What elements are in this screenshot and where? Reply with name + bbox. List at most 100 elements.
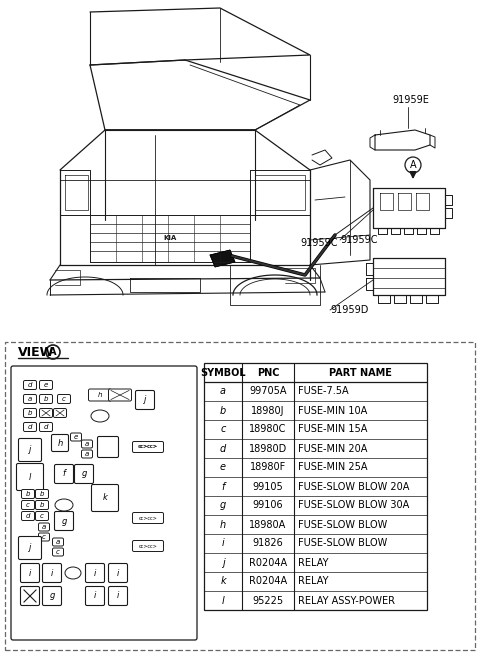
Text: 18980D: 18980D: [249, 443, 287, 453]
FancyBboxPatch shape: [71, 433, 82, 441]
FancyBboxPatch shape: [21, 586, 39, 605]
Text: c: c: [26, 502, 30, 508]
FancyBboxPatch shape: [11, 366, 197, 640]
Text: c: c: [42, 534, 46, 540]
FancyBboxPatch shape: [92, 485, 119, 512]
Text: h: h: [58, 438, 62, 447]
Text: PART NAME: PART NAME: [329, 367, 392, 377]
Text: VIEW: VIEW: [18, 346, 54, 358]
FancyBboxPatch shape: [38, 523, 49, 531]
Text: k: k: [220, 577, 226, 586]
Text: b: b: [44, 396, 48, 402]
Text: 18980F: 18980F: [250, 462, 286, 472]
Text: c: c: [220, 424, 226, 434]
FancyBboxPatch shape: [108, 389, 132, 401]
Text: A: A: [49, 347, 57, 357]
Text: RELAY: RELAY: [298, 558, 328, 567]
Text: 99106: 99106: [252, 501, 283, 510]
Text: c: c: [40, 513, 44, 519]
FancyBboxPatch shape: [135, 390, 155, 409]
Text: d: d: [44, 424, 48, 430]
Text: d: d: [28, 424, 32, 430]
Text: 91959C: 91959C: [340, 235, 377, 245]
Text: a: a: [28, 396, 32, 402]
Text: l: l: [29, 472, 31, 482]
FancyBboxPatch shape: [132, 441, 164, 453]
Text: g: g: [61, 516, 67, 525]
Text: e: e: [74, 434, 78, 440]
FancyBboxPatch shape: [36, 489, 48, 499]
Text: a: a: [42, 524, 46, 530]
Text: cc>cc>: cc>cc>: [139, 445, 157, 449]
Text: b: b: [220, 405, 226, 415]
FancyBboxPatch shape: [132, 541, 164, 552]
FancyBboxPatch shape: [24, 422, 36, 432]
Bar: [204, 363, 427, 610]
FancyBboxPatch shape: [19, 438, 41, 462]
Text: i: i: [94, 569, 96, 577]
FancyBboxPatch shape: [43, 586, 61, 605]
FancyBboxPatch shape: [53, 409, 67, 417]
Text: i: i: [117, 592, 119, 600]
Text: d: d: [220, 443, 226, 453]
FancyBboxPatch shape: [97, 436, 119, 457]
Text: 91959C: 91959C: [300, 238, 338, 248]
FancyBboxPatch shape: [43, 564, 61, 583]
FancyBboxPatch shape: [132, 512, 164, 523]
Text: b: b: [26, 491, 30, 497]
Text: c: c: [56, 549, 60, 555]
FancyBboxPatch shape: [52, 538, 63, 546]
Text: RELAY: RELAY: [298, 577, 328, 586]
FancyBboxPatch shape: [24, 409, 36, 417]
Text: FUSE-SLOW BLOW 30A: FUSE-SLOW BLOW 30A: [298, 501, 409, 510]
FancyBboxPatch shape: [16, 464, 44, 491]
FancyBboxPatch shape: [24, 394, 36, 403]
Text: h: h: [98, 392, 102, 398]
FancyBboxPatch shape: [21, 564, 39, 583]
FancyBboxPatch shape: [19, 537, 41, 560]
Text: g: g: [81, 470, 87, 478]
FancyBboxPatch shape: [36, 501, 48, 510]
FancyBboxPatch shape: [85, 586, 105, 605]
Text: cc>cc>: cc>cc>: [138, 445, 158, 449]
Text: b: b: [28, 410, 32, 416]
FancyBboxPatch shape: [36, 512, 48, 520]
FancyBboxPatch shape: [58, 394, 71, 403]
Text: g: g: [220, 501, 226, 510]
Text: 18980J: 18980J: [251, 405, 285, 415]
Text: R0204A: R0204A: [249, 577, 287, 586]
Text: h: h: [220, 520, 226, 529]
Text: i: i: [29, 569, 31, 577]
Text: b: b: [40, 502, 44, 508]
Text: FUSE-SLOW BLOW 20A: FUSE-SLOW BLOW 20A: [298, 482, 409, 491]
Text: b: b: [40, 491, 44, 497]
Text: i: i: [51, 569, 53, 577]
Text: FUSE-SLOW BLOW: FUSE-SLOW BLOW: [298, 539, 387, 548]
FancyBboxPatch shape: [39, 422, 52, 432]
Text: a: a: [56, 539, 60, 545]
Text: d: d: [26, 513, 30, 519]
Text: l: l: [222, 596, 224, 605]
Text: j: j: [144, 396, 146, 405]
FancyBboxPatch shape: [85, 564, 105, 583]
Text: 18980A: 18980A: [250, 520, 287, 529]
Text: j: j: [29, 544, 31, 552]
Text: a: a: [220, 386, 226, 396]
FancyBboxPatch shape: [108, 586, 128, 605]
Text: SYMBOL: SYMBOL: [200, 367, 246, 377]
Text: FUSE-MIN 15A: FUSE-MIN 15A: [298, 424, 367, 434]
Text: 18980C: 18980C: [249, 424, 287, 434]
FancyBboxPatch shape: [51, 434, 69, 451]
Text: R0204A: R0204A: [249, 558, 287, 567]
Text: PNC: PNC: [257, 367, 279, 377]
FancyBboxPatch shape: [22, 501, 35, 510]
FancyBboxPatch shape: [55, 464, 73, 483]
Text: 91959E: 91959E: [392, 95, 429, 105]
Text: j: j: [29, 445, 31, 455]
Text: FUSE-SLOW BLOW: FUSE-SLOW BLOW: [298, 520, 387, 529]
Text: 99705A: 99705A: [249, 386, 287, 396]
Text: FUSE-7.5A: FUSE-7.5A: [298, 386, 348, 396]
Text: a: a: [85, 441, 89, 447]
FancyBboxPatch shape: [22, 489, 35, 499]
Text: g: g: [49, 592, 55, 600]
